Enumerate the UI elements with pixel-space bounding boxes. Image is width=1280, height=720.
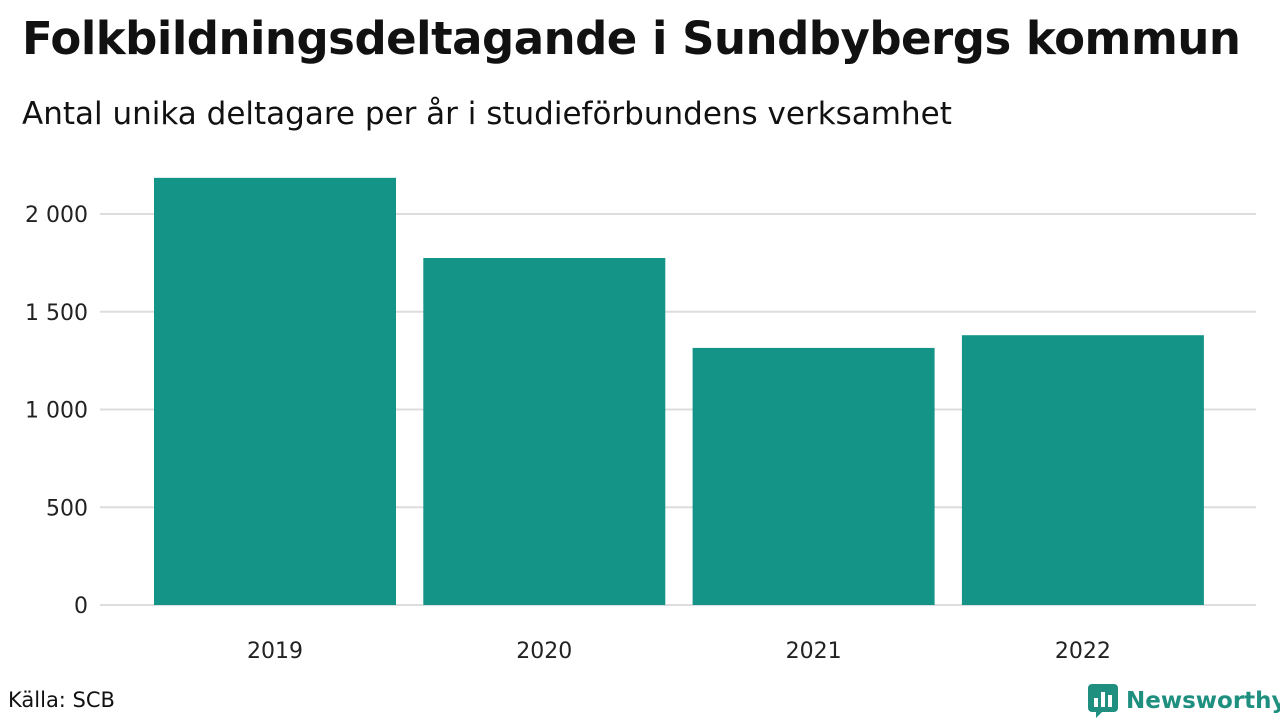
source-note: Källa: SCB xyxy=(8,688,115,712)
x-tick-label: 2021 xyxy=(786,639,842,664)
newsworthy-logo-icon xyxy=(1088,684,1118,718)
y-tick-label: 500 xyxy=(46,496,88,521)
brand-logo: Newsworthy xyxy=(1088,684,1280,718)
bar-2022 xyxy=(961,335,1204,605)
x-tick-label: 2020 xyxy=(516,639,572,664)
y-tick-label: 0 xyxy=(74,594,88,619)
bars xyxy=(154,177,1204,605)
bar-2020 xyxy=(423,257,666,605)
y-tick-label: 1 500 xyxy=(25,301,88,326)
x-tick-label: 2022 xyxy=(1055,639,1111,664)
y-axis-tick-labels: 0 500 1 000 1 500 2 000 xyxy=(25,203,88,619)
y-tick-label: 2 000 xyxy=(25,203,88,228)
y-tick-label: 1 000 xyxy=(25,399,88,424)
bar-2019 xyxy=(154,177,396,605)
bar-2021 xyxy=(692,347,935,605)
bar-chart: 0 500 1 000 1 500 2 000 2019 2020 2021 2022 xyxy=(25,177,1256,664)
x-tick-label: 2019 xyxy=(247,639,303,664)
chart-subtitle: Antal unika deltagare per år i studieför… xyxy=(22,96,952,132)
x-axis-tick-labels: 2019 2020 2021 2022 xyxy=(247,639,1111,664)
brand-name: Newsworthy xyxy=(1126,688,1280,714)
chart-title: Folkbildningsdeltagande i Sundbybergs ko… xyxy=(22,12,1241,65)
